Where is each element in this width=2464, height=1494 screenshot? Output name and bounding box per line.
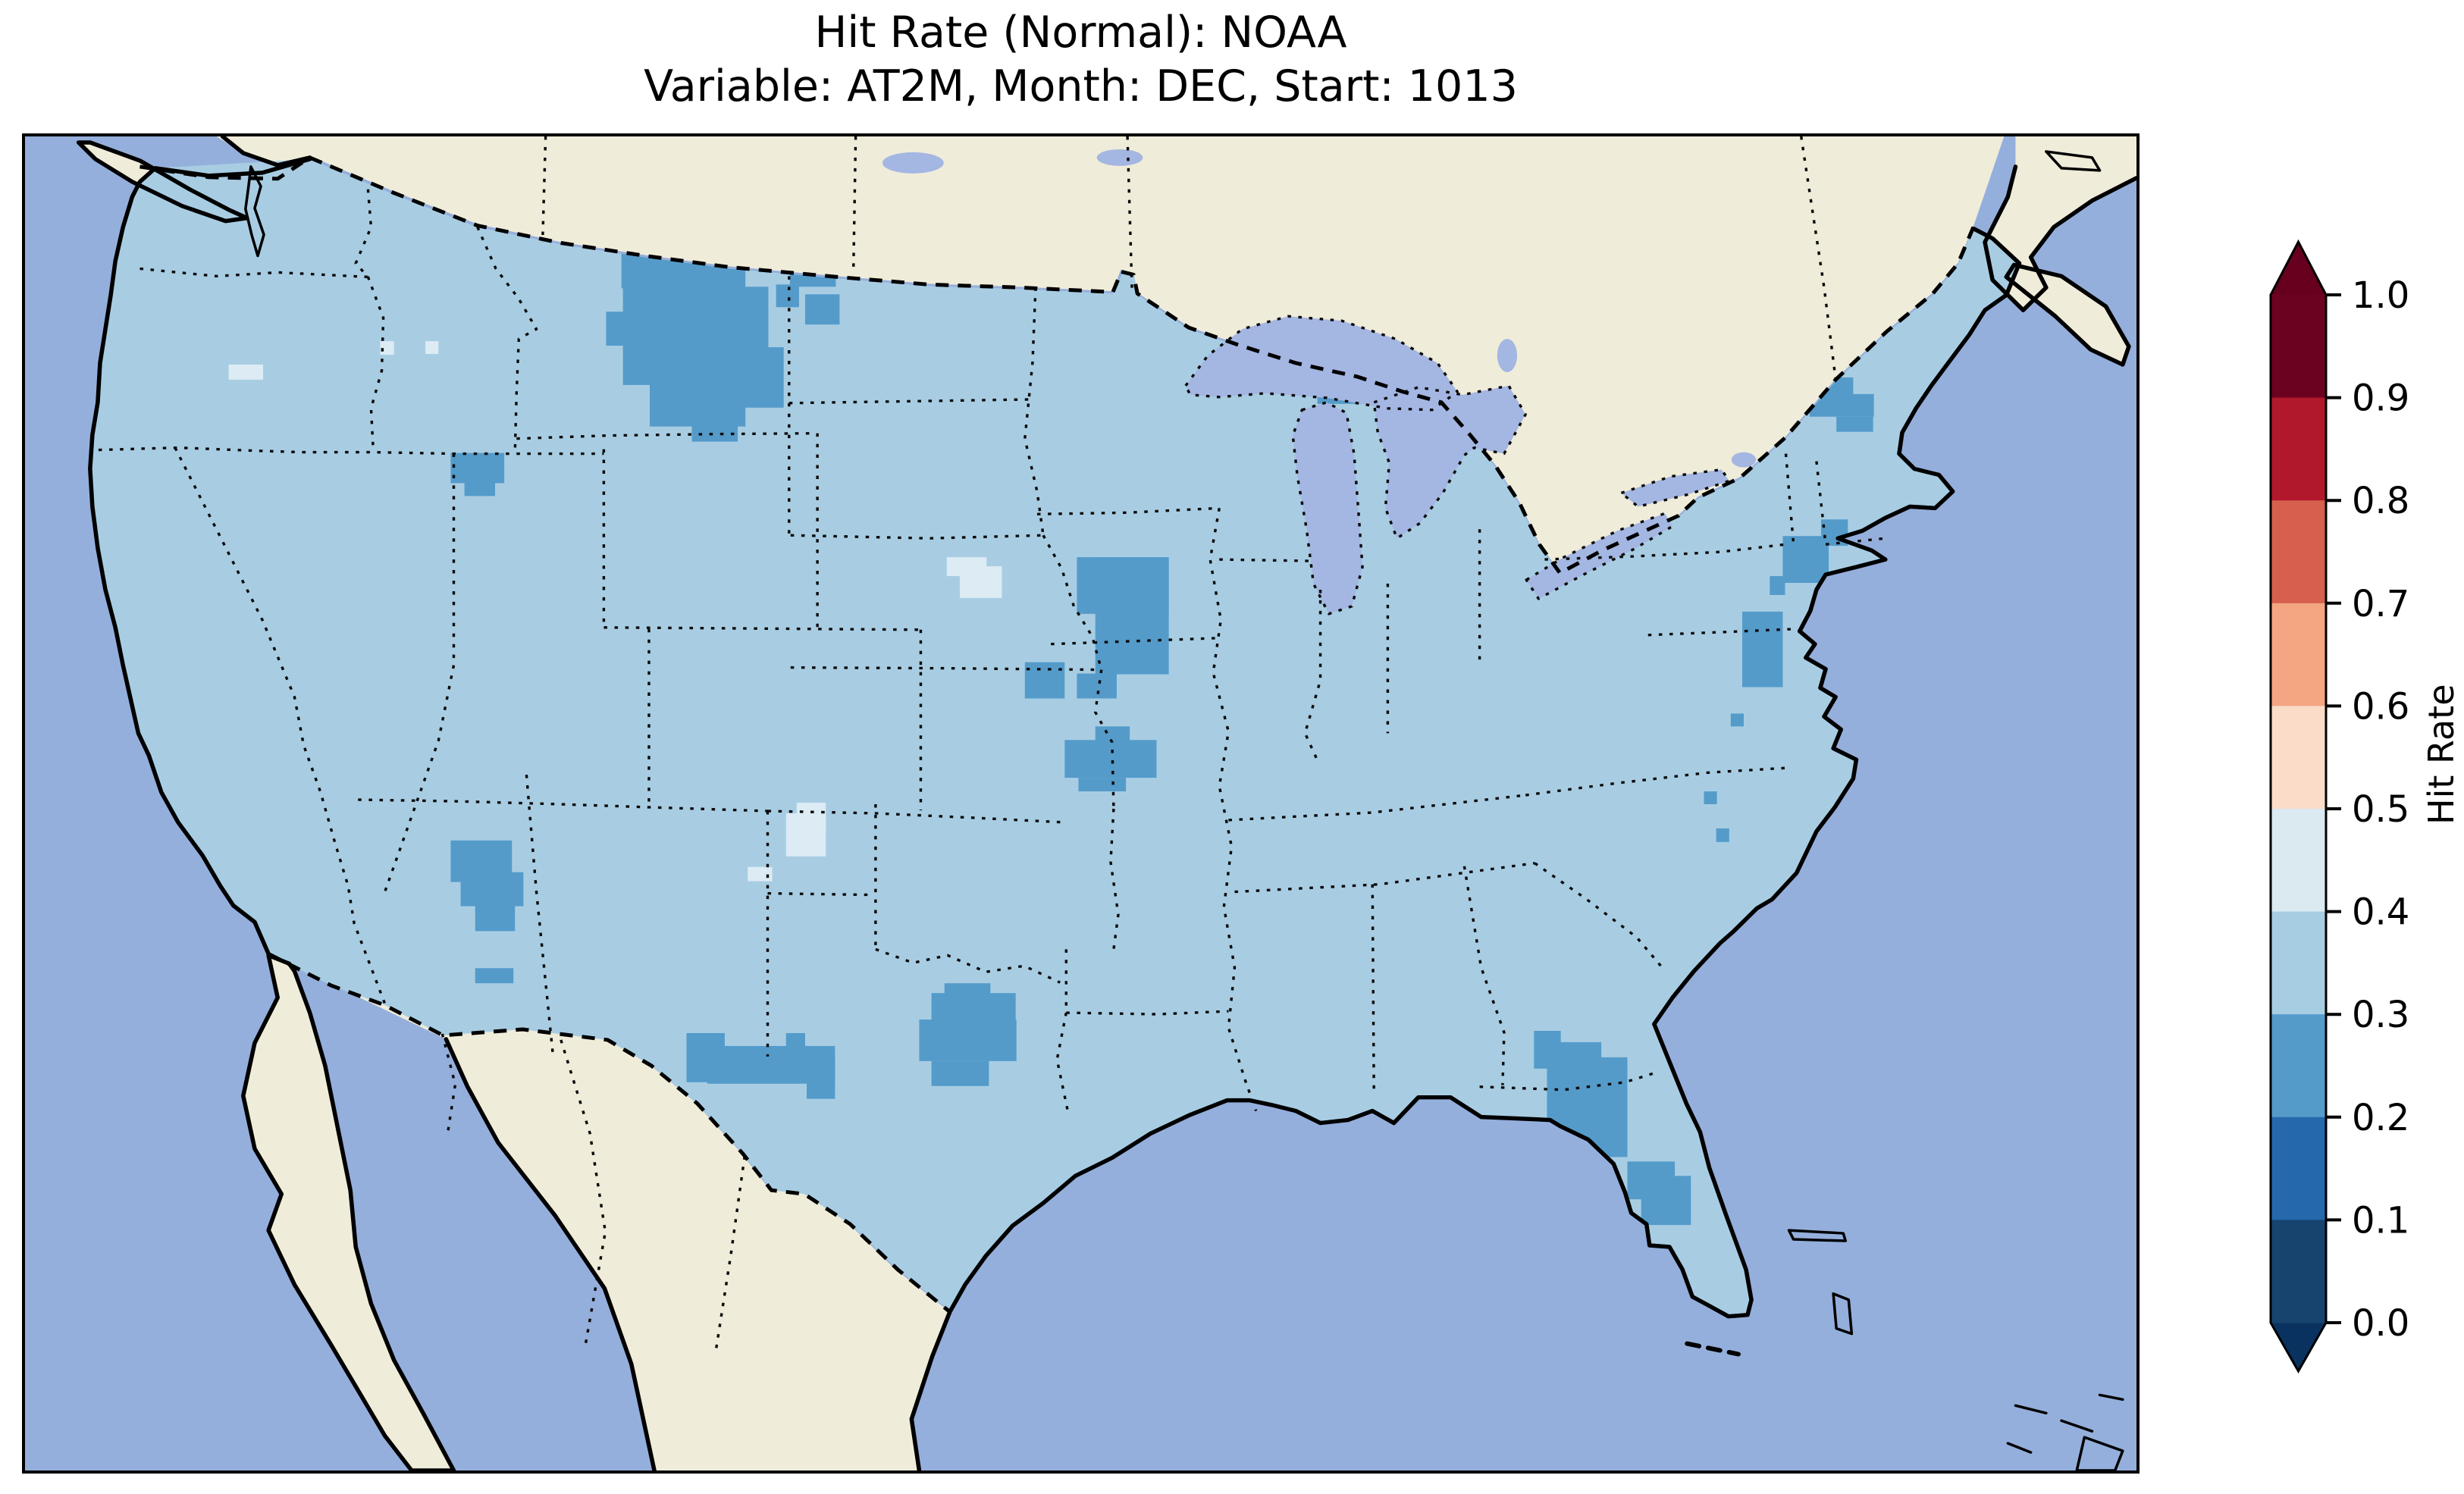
puget-sound: [244, 165, 265, 258]
colorbar-extend-over: [2271, 242, 2326, 295]
map-cell: [464, 479, 496, 496]
map-cell: [1730, 713, 1744, 727]
colorbar-bin-0.9-1.0: [2271, 295, 2326, 399]
map-cell: [475, 902, 516, 932]
map-cell: [1836, 416, 1873, 432]
title-line-2: Variable: AT2M, Month: DEC, Start: 1013: [644, 61, 1518, 112]
map-cell: [804, 294, 840, 325]
map-cell: [1782, 536, 1829, 583]
colorbar-tick-label: 0.9: [2352, 377, 2409, 420]
map-cell: [450, 453, 505, 484]
map-cell: [606, 312, 668, 346]
colorbar-tick-label: 0.7: [2352, 583, 2409, 625]
lake-winnipeg: [882, 152, 944, 174]
lake-ontario: [1621, 469, 1729, 507]
colorbar-bin-0.7-0.8: [2271, 500, 2326, 604]
map-cell: [475, 968, 514, 984]
colorbar-bin-0.4-0.5: [2271, 809, 2326, 913]
colorbar-bin-0.2-0.3: [2271, 1014, 2326, 1118]
map-cell: [460, 872, 524, 907]
canada-small-lake-1: [1497, 339, 1518, 372]
map-cell: [776, 284, 799, 308]
map-cell: [380, 341, 394, 355]
map-cell: [1641, 1176, 1691, 1226]
map-cell: [672, 347, 784, 408]
colorbar-scale: 1.0 0.9 0.8 0.7 0.6 0.5 0.4 0.3 0.2 0.1 0.0: [2269, 239, 2409, 1374]
figure-title: Hit Rate (Normal): NOAA Variable: AT2M, …: [22, 6, 2140, 114]
map-cell: [1716, 828, 1729, 842]
colorbar-tick-label: 0.5: [2352, 788, 2409, 831]
canada-landmass: [216, 136, 2005, 573]
lake-michigan: [1293, 402, 1363, 614]
colorbar-bin-0.3-0.4: [2271, 911, 2326, 1015]
us-region-fill: [89, 158, 2020, 1317]
map-cell: [931, 1060, 989, 1086]
bahamas-islands: [1787, 150, 2124, 1471]
colorbar-extend-under: [2271, 1323, 2326, 1371]
map-cell: [1078, 778, 1127, 792]
map-cell: [1704, 791, 1717, 804]
colorbar-tick-label: 0.0: [2352, 1302, 2409, 1345]
colorbar-tick-label: 0.4: [2352, 891, 2409, 934]
colorbar-tick-label: 0.8: [2352, 480, 2409, 522]
baja-california: [243, 955, 454, 1471]
map-cell: [959, 566, 1002, 598]
map-cell: [1077, 673, 1117, 699]
mexico-landmass: [267, 953, 950, 1471]
map-cell: [919, 1019, 1017, 1061]
state-borders: [98, 136, 1886, 1353]
colorbar-bin-0.8-0.9: [2271, 397, 2326, 501]
title-line-1: Hit Rate (Normal): NOAA: [814, 8, 1347, 58]
map-cell: [1095, 557, 1169, 675]
lake-of-the-woods: [1096, 149, 1143, 166]
colorbar-tick-label: 0.1: [2352, 1199, 2409, 1242]
colorbar-tick-label: 0.2: [2352, 1097, 2409, 1139]
map-cell: [785, 1032, 805, 1048]
coastlines: [76, 136, 2136, 1471]
map-cell: [1095, 726, 1130, 742]
nova-scotia: [2006, 265, 2129, 365]
us-mexico-border: [267, 952, 951, 1314]
colorbar-svg: 1.0 0.9 0.8 0.7 0.6 0.5 0.4 0.3 0.2 0.1 0.0: [2269, 239, 2409, 1374]
florida-keys-and-islets: [1685, 1341, 2124, 1454]
map-cell: [1024, 662, 1065, 699]
map-svg: [25, 136, 2136, 1471]
colorbar-tick-label: 0.6: [2352, 685, 2409, 728]
map-cell: [691, 411, 738, 442]
colorbar: 1.0 0.9 0.8 0.7 0.6 0.5 0.4 0.3 0.2 0.1 0.0: [2244, 227, 2464, 1410]
colorbar-bin-0.6-0.7: [2271, 603, 2326, 706]
us-canada-border: [309, 155, 1976, 575]
map-cell: [806, 1057, 835, 1099]
colorbar-bin-0.1-0.2: [2271, 1117, 2326, 1220]
map-axes: [22, 133, 2140, 1474]
colorbar-bin-0.0-0.1: [2271, 1220, 2326, 1323]
map-cell: [425, 341, 439, 355]
colorbar-axis-label: Hit Rate: [2421, 684, 2462, 825]
map-cell: [1741, 611, 1783, 687]
map-cell: [748, 866, 773, 882]
canada-small-lake-2: [1731, 452, 1757, 468]
map-cell: [1770, 576, 1785, 595]
lake-huron: [1374, 385, 1526, 539]
colorbar-bin-0.5-0.6: [2271, 706, 2326, 810]
map-cell: [1064, 740, 1157, 778]
lake-superior: [1185, 316, 1458, 410]
lake-shoreline-borders: [1184, 315, 1731, 615]
colorbar-tick-label: 1.0: [2352, 274, 2409, 317]
colorbar-tick-label: 0.3: [2352, 994, 2409, 1036]
map-cell: [785, 813, 826, 857]
map-cell: [228, 364, 264, 380]
